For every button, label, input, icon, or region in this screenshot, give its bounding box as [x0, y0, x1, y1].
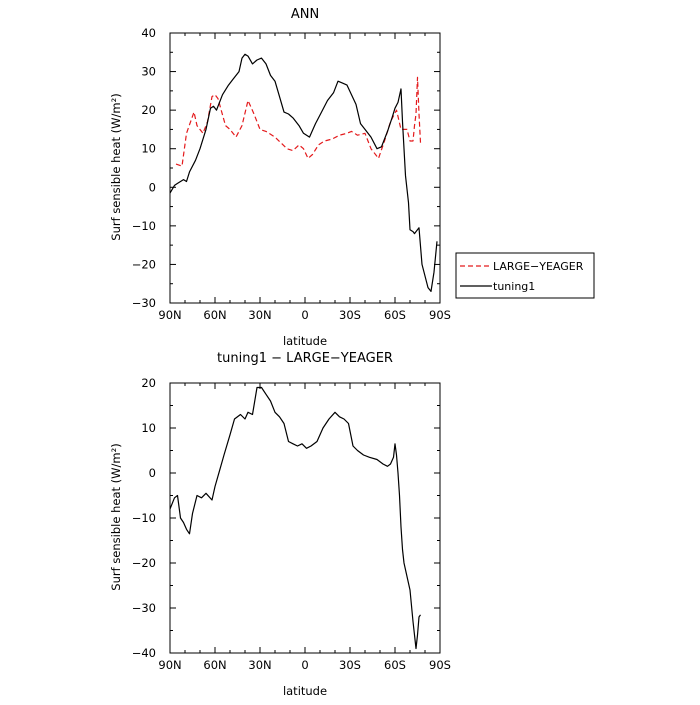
x-axis-label-top: latitude [283, 334, 327, 348]
y-tick-label-bottom: −30 [132, 601, 156, 615]
x-tick-label-bottom: 60N [203, 658, 226, 672]
y-tick-label-bottom: 0 [149, 466, 156, 480]
x-tick-label-bottom: 30N [248, 658, 271, 672]
legend: LARGE−YEAGER tuning1 [455, 252, 595, 299]
y-tick-label-top: 30 [141, 65, 156, 79]
x-tick-label-top: 30N [248, 308, 271, 322]
y-tick-label-top: 40 [141, 26, 156, 40]
plot-frame-top [169, 32, 441, 304]
x-tick-label-bottom: 30S [339, 658, 361, 672]
y-tick-label-top: −10 [132, 219, 156, 233]
x-tick-label-top: 90N [158, 308, 181, 322]
y-tick-label-bottom: −20 [132, 556, 156, 570]
x-tick-label-bottom: 0 [301, 658, 308, 672]
x-tick-label-top: 60S [384, 308, 406, 322]
y-axis-label-top: Surf sensible heat (W/m²) [109, 93, 123, 240]
x-tick-label-top: 0 [301, 308, 308, 322]
x-axis-label-bottom: latitude [283, 684, 327, 698]
series-line-large-yeager [175, 76, 422, 167]
y-tick-label-top: −30 [132, 296, 156, 310]
series-layer-bottom [169, 386, 421, 650]
y-tick-label-top: −20 [132, 257, 156, 271]
x-tick-label-top: 60N [203, 308, 226, 322]
plot-frame-bottom [169, 382, 441, 654]
chart-title-ann: ANN [291, 7, 319, 22]
chart-title-difference: tuning1 − LARGE−YEAGER [217, 351, 393, 366]
y-tick-label-top: 0 [149, 180, 156, 194]
tick-layer-bottom: 90N 60N 30N 0 30S 60S 90S −40 −30 −20 −10 0 10 20 [132, 376, 451, 672]
x-tick-label-bottom: 90N [158, 658, 181, 672]
panel-ann: ANN latitude Surf sensible heat (W/m²) 9… [109, 7, 595, 348]
panel-difference: tuning1 − LARGE−YEAGER latitude Surf sen… [109, 351, 451, 698]
y-tick-label-bottom: 20 [141, 376, 156, 390]
y-tick-label-top: 10 [141, 142, 156, 156]
series-layer-top [169, 53, 438, 292]
x-tick-label-top: 30S [339, 308, 361, 322]
legend-box [455, 252, 595, 299]
x-tick-label-top: 90S [429, 308, 451, 322]
x-tick-label-bottom: 60S [384, 658, 406, 672]
series-line-tuning1 [169, 53, 438, 292]
series-line-difference [169, 386, 421, 650]
legend-label-tuning1: tuning1 [493, 280, 535, 293]
y-tick-label-bottom: 10 [141, 421, 156, 435]
y-tick-label-bottom: −40 [132, 646, 156, 660]
y-axis-label-bottom: Surf sensible heat (W/m²) [109, 443, 123, 590]
y-tick-label-top: 20 [141, 103, 156, 117]
y-tick-label-bottom: −10 [132, 511, 156, 525]
legend-label-large-yeager: LARGE−YEAGER [493, 260, 584, 273]
tick-layer-top: 90N 60N 30N 0 30S 60S 90S −30 −20 −10 0 10 20 30 40 [132, 26, 451, 322]
x-tick-label-bottom: 90S [429, 658, 451, 672]
